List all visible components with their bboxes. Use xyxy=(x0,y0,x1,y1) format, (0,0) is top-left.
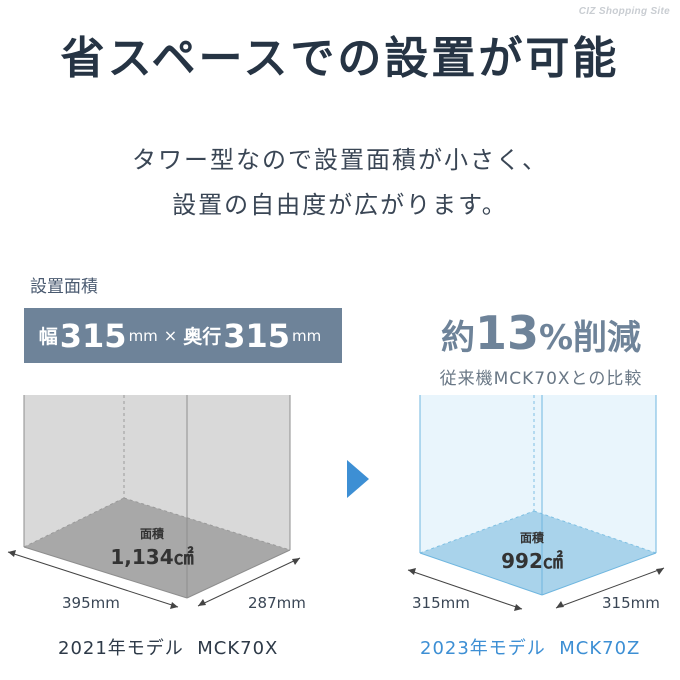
new-model-caption: 2023年モデル MCK70Z xyxy=(420,638,641,659)
area-label: 設置面積 xyxy=(30,277,98,297)
new-area-value: 992㎠ xyxy=(501,549,563,573)
old-hidden-edge xyxy=(23,497,125,548)
arrow-right-icon xyxy=(347,460,369,498)
comparison-note: 従来機MCK70Xとの比較 xyxy=(439,369,643,389)
old-area-label: 面積 xyxy=(139,527,164,541)
old-area-value: 1,134㎠ xyxy=(110,545,194,569)
dimension-banner: 幅 315 mm × 奥行 315 mm xyxy=(24,308,342,363)
new-width-dim: 315mm xyxy=(412,594,470,612)
width-unit: mm xyxy=(128,326,158,345)
new-model-box xyxy=(407,395,665,611)
new-depth-dim: 315mm xyxy=(602,594,660,612)
depth-value: 315 xyxy=(223,316,291,355)
new-width-dimension-line xyxy=(407,569,523,610)
old-width-dim: 395mm xyxy=(62,594,120,612)
watermark: CIZ Shopping Site xyxy=(578,6,670,17)
reduction-suffix: %削減 xyxy=(538,318,642,358)
reduction-value: 13 xyxy=(474,306,539,360)
old-model-box xyxy=(7,395,301,609)
reduction-headline: 約13%削減 xyxy=(410,306,672,360)
new-box-floor xyxy=(420,511,656,595)
old-model-caption: 2021年モデル MCK70X xyxy=(58,638,279,659)
new-depth-dimension-line xyxy=(555,567,665,609)
subtitle-line2: 設置の自由度が広がります。 xyxy=(172,191,508,219)
old-box-floor xyxy=(24,498,290,598)
width-label: 幅 xyxy=(38,326,58,348)
old-depth-dimension-line xyxy=(197,557,301,607)
old-hidden-edge xyxy=(123,497,291,551)
reduction-prefix: 約 xyxy=(440,318,475,358)
new-area-label: 面積 xyxy=(519,531,544,545)
subtitle-line1: タワー型なので設置面積が小さく、 xyxy=(132,146,548,174)
headline: 省スペースでの設置が可能 xyxy=(60,33,620,84)
width-value: 315 xyxy=(59,316,127,355)
depth-unit: mm xyxy=(292,326,322,345)
old-depth-dim: 287mm xyxy=(248,594,306,612)
depth-label: 奥行 xyxy=(183,326,222,348)
times-sign: × xyxy=(163,326,178,345)
old-width-dimension-line xyxy=(7,551,179,608)
